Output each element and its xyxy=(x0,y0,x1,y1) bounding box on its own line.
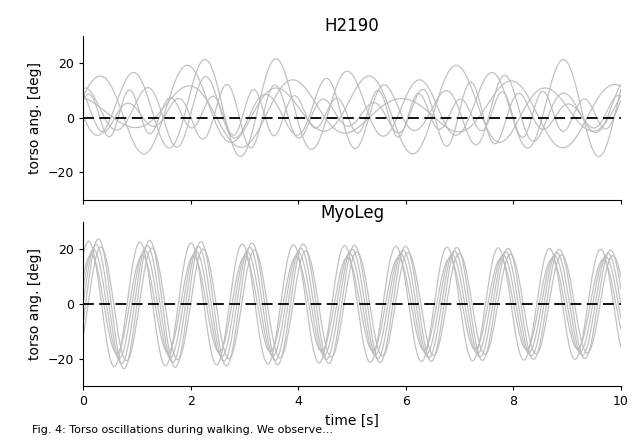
Y-axis label: torso ang. [deg]: torso ang. [deg] xyxy=(28,248,42,360)
X-axis label: time [s]: time [s] xyxy=(325,414,379,428)
Title: H2190: H2190 xyxy=(324,17,380,36)
Title: MyoLeg: MyoLeg xyxy=(320,204,384,222)
Y-axis label: torso ang. [deg]: torso ang. [deg] xyxy=(28,62,42,174)
Text: Fig. 4: Torso oscillations during walking. We observe...: Fig. 4: Torso oscillations during walkin… xyxy=(32,425,333,435)
